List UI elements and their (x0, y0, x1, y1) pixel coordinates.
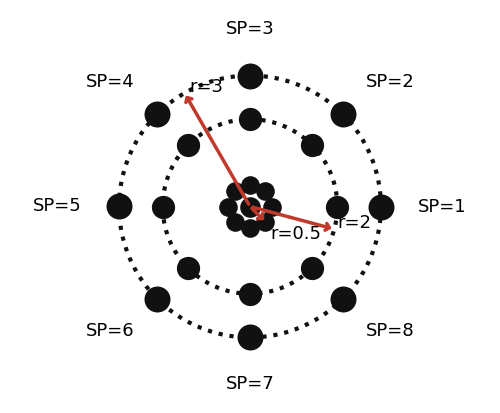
Point (246, 334, 254, 341)
Text: SP=1: SP=1 (418, 197, 467, 216)
Point (262, 188, 270, 195)
Point (154, 111, 162, 117)
Point (246, 203, 254, 210)
Point (154, 296, 162, 302)
Point (268, 203, 276, 210)
Point (262, 218, 270, 225)
Point (184, 265, 192, 271)
Point (338, 296, 346, 302)
Text: r=3: r=3 (189, 78, 223, 95)
Point (158, 203, 166, 210)
Text: SP=5: SP=5 (33, 197, 82, 216)
Point (246, 225, 254, 232)
Text: SP=8: SP=8 (366, 322, 414, 340)
Text: r=0.5: r=0.5 (270, 225, 322, 243)
Point (184, 142, 192, 148)
Point (338, 111, 346, 117)
Point (224, 203, 232, 210)
Text: SP=3: SP=3 (226, 21, 274, 38)
Text: r=2: r=2 (338, 214, 372, 232)
Point (246, 181, 254, 188)
Text: SP=4: SP=4 (86, 73, 134, 91)
Point (377, 203, 385, 210)
Point (308, 142, 316, 148)
Point (246, 290, 254, 297)
Point (230, 218, 238, 225)
Text: SP=2: SP=2 (366, 73, 414, 91)
Point (246, 116, 254, 123)
Point (334, 203, 342, 210)
Text: SP=6: SP=6 (86, 322, 134, 340)
Point (308, 265, 316, 271)
Point (230, 188, 238, 195)
Point (246, 72, 254, 79)
Text: SP=7: SP=7 (226, 375, 274, 392)
Point (115, 203, 123, 210)
